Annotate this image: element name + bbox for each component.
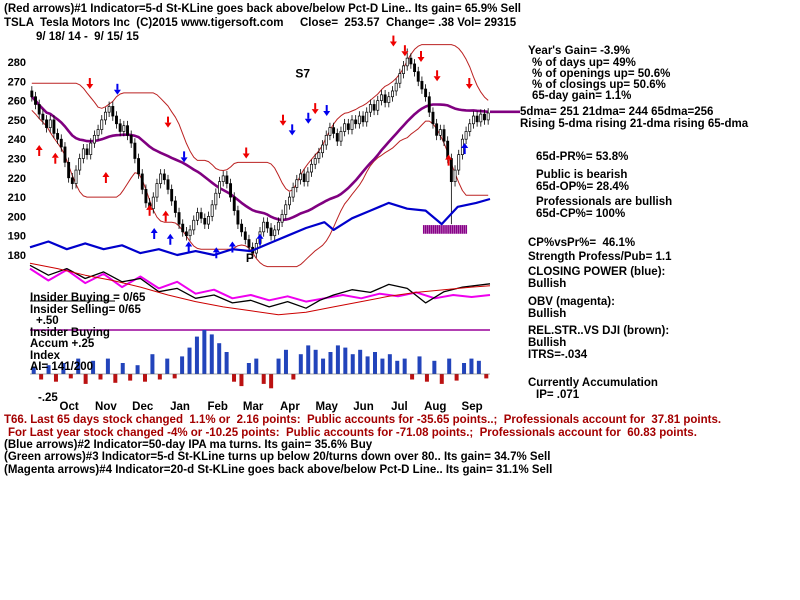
- relstr-status: Bullish: [528, 337, 567, 349]
- svg-text:May: May: [316, 401, 339, 413]
- svg-text:180: 180: [8, 250, 26, 262]
- professionals-status: Professionals are bullish: [536, 196, 673, 208]
- ip-value: IP= .071: [536, 389, 580, 401]
- svg-text:Aug: Aug: [424, 401, 446, 413]
- date-range: 9/ 18/ 14 - 9/ 15/ 15: [36, 31, 139, 43]
- indicator1-legend: (Red arrows)#1 Indicator=5-d St-KLine go…: [4, 3, 522, 15]
- cp65: 65d-CP%= 100%: [536, 208, 626, 220]
- strength-ratio: Strength Profess/Pub= 1.1: [528, 251, 672, 263]
- insider-buying-count: Insider Buying = 0/65: [30, 292, 146, 304]
- dma-rising: Rising 5-dma rising 21-dma rising 65-dma: [520, 118, 749, 130]
- gain-65day: 65-day gain= 1.1%: [532, 90, 632, 102]
- public-status: Public is bearish: [536, 169, 628, 181]
- pct-closings-up: % of closings up= 50.6%: [532, 79, 666, 91]
- quote-stats: Close= 253.57 Change= .38 Vol= 29315: [300, 17, 517, 29]
- svg-text:Jul: Jul: [391, 401, 408, 413]
- footer-65day-summary: T66. Last 65 days stock changed 1.1% or …: [4, 414, 722, 426]
- op65: 65d-OP%= 28.4%: [536, 181, 630, 193]
- svg-text:200: 200: [8, 211, 26, 223]
- accum-index-label-2: Accum +.25: [30, 338, 95, 350]
- accum-index-label-3: Index: [30, 350, 61, 362]
- svg-text:240: 240: [8, 134, 26, 146]
- svg-text:Dec: Dec: [132, 401, 154, 413]
- svg-text:Jan: Jan: [170, 401, 190, 413]
- svg-text:190: 190: [8, 231, 26, 243]
- svg-text:280: 280: [8, 57, 26, 69]
- accumulation-status: Currently Accumulation: [528, 377, 658, 389]
- accum-index-label-1: Insider Buying: [30, 327, 110, 339]
- plus50-gridline-label: +.50: [36, 315, 59, 327]
- minus25-gridline-label: -.25: [38, 392, 58, 404]
- years-gain: Year's Gain= -3.9%: [528, 45, 631, 57]
- svg-text:Feb: Feb: [207, 401, 227, 413]
- svg-text:250: 250: [8, 115, 26, 127]
- svg-text:Jun: Jun: [353, 401, 373, 413]
- pct-days-up: % of days up= 49%: [532, 57, 636, 69]
- svg-text:230: 230: [8, 154, 26, 166]
- itrs-value: ITRS=-.034: [528, 349, 588, 361]
- svg-text:Oct: Oct: [60, 401, 79, 413]
- svg-text:210: 210: [8, 192, 26, 204]
- svg-text:Apr: Apr: [280, 401, 300, 413]
- svg-text:S7: S7: [295, 66, 310, 80]
- closing-power-label: CLOSING POWER (blue):: [528, 266, 666, 278]
- insider-selling-count: Insider Selling= 0/65: [30, 304, 141, 316]
- svg-text:Mar: Mar: [243, 401, 264, 413]
- svg-text:P: P: [246, 251, 254, 265]
- indicator3-legend: (Green arrows)#3 Indicator=5-d St-KLine …: [4, 451, 551, 463]
- footer-year-summary: For Last year stock changed -4% or -10.2…: [8, 427, 697, 439]
- svg-text:220: 220: [8, 173, 26, 185]
- svg-text:270: 270: [8, 76, 26, 88]
- ai-value: AI= 141/200: [30, 361, 93, 373]
- obv-label: OBV (magenta):: [528, 296, 615, 308]
- dma-values: 5dma= 251 21dma= 244 65dma=256: [520, 106, 714, 118]
- svg-text:Sep: Sep: [462, 401, 483, 413]
- indicator2-legend: (Blue arrows)#2 Indicator=50-day IPA ma …: [4, 439, 373, 451]
- svg-text:Nov: Nov: [95, 401, 117, 413]
- cp-vs-pr: CP%vsPr%= 46.1%: [528, 237, 636, 249]
- obv-status: Bullish: [528, 308, 567, 320]
- pct-openings-up: % of openings up= 50.6%: [532, 68, 671, 80]
- svg-text:260: 260: [8, 96, 26, 108]
- symbol-title: TSLA Tesla Motors Inc (C)2015 www.tigers…: [4, 17, 284, 29]
- indicator4-legend: (Magenta arrows)#4 Indicator=20-d St-KLi…: [4, 464, 553, 476]
- relstr-label: REL.STR..VS DJI (brown):: [528, 325, 670, 337]
- closing-power-status: Bullish: [528, 278, 567, 290]
- pr65: 65d-PR%= 53.8%: [536, 151, 629, 163]
